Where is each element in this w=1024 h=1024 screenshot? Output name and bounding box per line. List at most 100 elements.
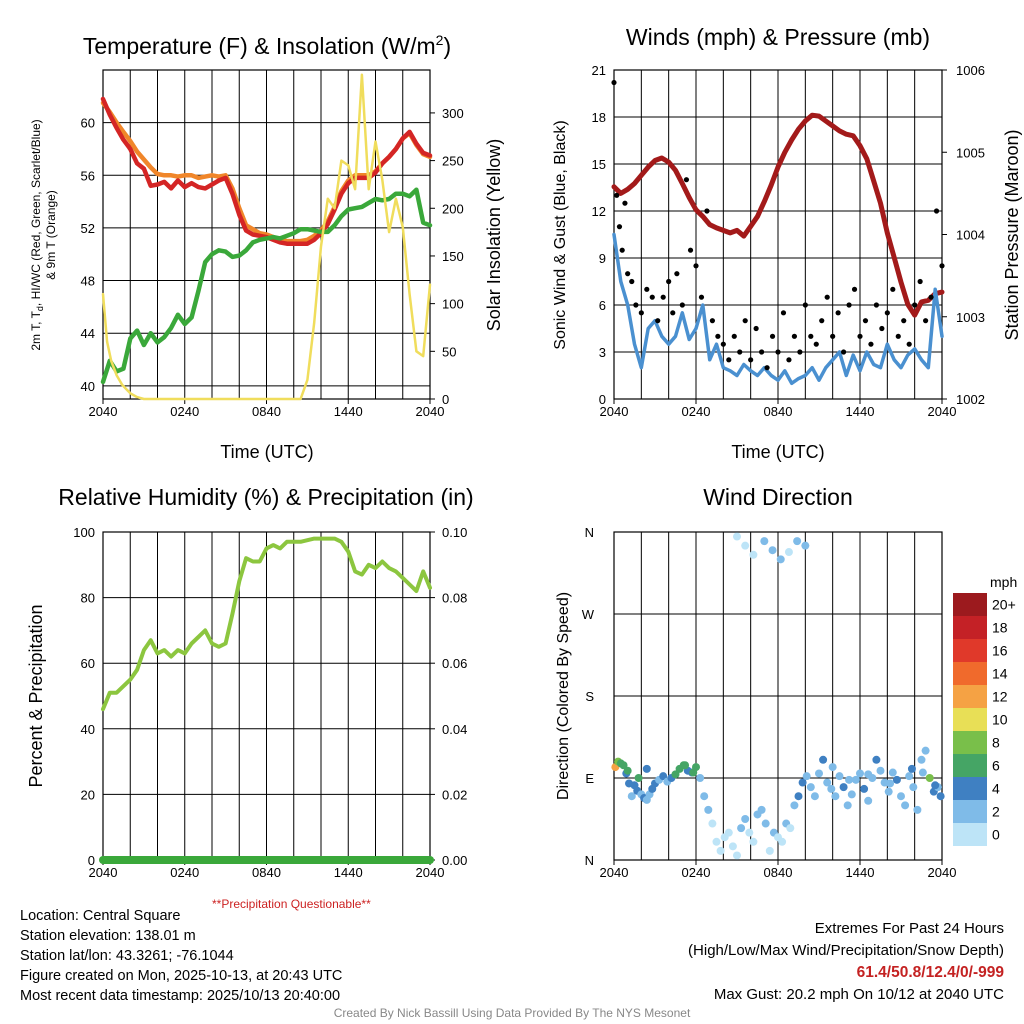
gust-point bbox=[868, 341, 874, 347]
x-tick-label: 2040 bbox=[600, 865, 629, 880]
gust-point bbox=[742, 318, 748, 324]
x-tick-label: 0240 bbox=[170, 404, 199, 419]
gust-point bbox=[614, 192, 620, 198]
gust-point bbox=[824, 294, 830, 300]
credit-text: Created By Nick Bassill Using Data Provi… bbox=[333, 1006, 691, 1020]
wind-dir-point bbox=[907, 764, 916, 773]
rh-y-label: Percent & Precipitation bbox=[26, 604, 46, 787]
temp-x-label: Time (UTC) bbox=[220, 442, 313, 462]
gust-point bbox=[649, 294, 655, 300]
wind-dir-point bbox=[778, 837, 787, 846]
wind-dir-point bbox=[819, 755, 828, 764]
wind-dir-point bbox=[872, 755, 881, 764]
gust-point bbox=[674, 271, 680, 277]
colorbar-swatch bbox=[953, 823, 987, 846]
wind-dir-point bbox=[886, 779, 895, 788]
y2-tick-label: 0.02 bbox=[442, 787, 467, 802]
y2-tick-label: 1006 bbox=[956, 63, 985, 78]
temp-y-label-2: & 9m T (Orange) bbox=[44, 190, 58, 280]
series-line-solar-insolation bbox=[101, 73, 432, 401]
y-tick-label: 80 bbox=[81, 591, 95, 606]
wind-dir-point bbox=[856, 769, 864, 778]
wind-dir-point bbox=[700, 792, 709, 801]
wind-dir-point bbox=[696, 774, 705, 782]
wind-dir-point bbox=[901, 801, 910, 810]
gust-point bbox=[884, 310, 890, 316]
wind-dir-point bbox=[839, 783, 848, 792]
wdir-y-label: Direction (Colored By Speed) bbox=[555, 592, 572, 800]
y-tick-label: 12 bbox=[592, 204, 606, 219]
wind-dir-point bbox=[784, 548, 793, 557]
wind-dir-point bbox=[864, 770, 873, 779]
y2-tick-label: 0 bbox=[442, 392, 449, 407]
extremes-subtitle: (High/Low/Max Wind/Precipitation/Snow De… bbox=[688, 942, 1004, 959]
rh-chart-title: Relative Humidity (%) & Precipitation (i… bbox=[58, 484, 473, 510]
gust-point bbox=[917, 278, 923, 285]
y2-tick-label: 1004 bbox=[956, 228, 985, 243]
gust-point bbox=[633, 302, 639, 308]
gust-point bbox=[687, 247, 694, 253]
gust-point bbox=[895, 333, 901, 339]
colorbar-label: 0 bbox=[992, 827, 1000, 843]
wind-dir-point bbox=[884, 787, 893, 796]
wind-dir-point bbox=[931, 781, 940, 790]
wind-dir-point bbox=[760, 537, 769, 546]
wind-dir-point bbox=[681, 761, 690, 770]
colorbar-label: 12 bbox=[992, 689, 1008, 705]
wind-dir-point bbox=[728, 842, 737, 851]
x-tick-label: 2040 bbox=[928, 404, 957, 419]
y-tick-label: 48 bbox=[81, 274, 95, 289]
gust-point bbox=[616, 224, 623, 230]
wind-dir-point bbox=[918, 768, 927, 777]
wind-dir-point bbox=[741, 815, 750, 823]
x-tick-label: 1440 bbox=[846, 865, 875, 880]
gust-point bbox=[808, 333, 814, 339]
gust-point bbox=[928, 294, 934, 300]
wind-dir-point bbox=[733, 532, 741, 541]
colorbar-swatch bbox=[953, 754, 987, 777]
wind-dir-point bbox=[843, 801, 852, 810]
wind-dir-point bbox=[897, 792, 905, 801]
y2-tick-label: 100 bbox=[442, 297, 464, 312]
y-tick-label: 3 bbox=[599, 345, 606, 360]
colorbar-title: mph bbox=[990, 574, 1017, 590]
wind-dir-point bbox=[909, 783, 918, 792]
colorbar-swatch bbox=[953, 708, 987, 731]
location-text: Location: Central Square bbox=[20, 908, 181, 924]
wind-dir-point bbox=[925, 774, 934, 782]
wind-dir-point bbox=[793, 537, 802, 546]
series-line-station-pressure bbox=[611, 112, 945, 318]
gust-point bbox=[753, 325, 759, 332]
wind-dir-point bbox=[623, 766, 632, 775]
y-tick-label: 15 bbox=[592, 157, 606, 172]
wind-dir-point bbox=[936, 792, 945, 801]
wind-dir-point bbox=[708, 819, 717, 828]
x-tick-label: 0240 bbox=[170, 865, 199, 880]
y-tick-label: 20 bbox=[81, 787, 95, 802]
colorbar-swatch bbox=[953, 639, 987, 662]
wind-chart-title: Winds (mph) & Pressure (mb) bbox=[626, 24, 930, 50]
latlon-text: Station lat/lon: 43.3261; -76.1044 bbox=[20, 948, 234, 964]
created-text: Figure created on Mon, 2025-10-13, at 20… bbox=[20, 968, 343, 984]
x-tick-label: 0240 bbox=[682, 865, 711, 880]
y-tick-label: 56 bbox=[81, 168, 95, 183]
elevation-text: Station elevation: 138.01 m bbox=[20, 928, 196, 944]
x-tick-label: 2040 bbox=[416, 404, 445, 419]
y-tick-label: 21 bbox=[592, 63, 606, 78]
y2-tick-label: 0.10 bbox=[442, 525, 467, 540]
wind-dir-point bbox=[757, 805, 766, 814]
wind-dir-point bbox=[798, 778, 807, 787]
colorbar-label: 4 bbox=[992, 781, 1000, 797]
y2-tick-label: 150 bbox=[442, 249, 464, 264]
x-tick-label: 0840 bbox=[764, 404, 793, 419]
gust-point bbox=[611, 79, 617, 86]
gust-point bbox=[683, 177, 690, 183]
temp-chart-title: Temperature (F) & Insolation (W/m2) bbox=[83, 32, 451, 59]
y2-tick-label: 0.04 bbox=[442, 722, 467, 737]
colorbar-swatch bbox=[953, 731, 987, 754]
y-tick-label: 40 bbox=[81, 722, 95, 737]
y2-tick-label: 1003 bbox=[956, 310, 985, 325]
gust-point bbox=[906, 341, 912, 347]
x-tick-label: 0840 bbox=[252, 404, 281, 419]
